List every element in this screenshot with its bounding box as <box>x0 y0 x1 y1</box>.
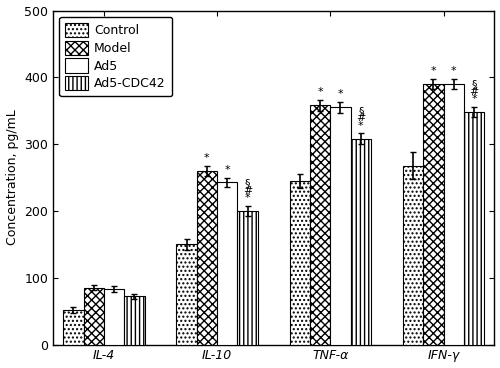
Text: *: * <box>338 89 344 99</box>
Bar <box>403 166 423 344</box>
Bar <box>104 289 124 344</box>
Text: *: * <box>318 88 323 98</box>
Text: *: * <box>245 193 250 203</box>
Bar <box>217 182 238 344</box>
Text: *: * <box>472 94 477 104</box>
Legend: Control, Model, Ad5, Ad5-CDC42: Control, Model, Ad5, Ad5-CDC42 <box>59 17 172 96</box>
Bar <box>464 112 484 344</box>
Text: #: # <box>470 87 479 97</box>
Text: *: * <box>224 165 230 175</box>
Y-axis label: Concentration, pg/mL: Concentration, pg/mL <box>6 110 18 245</box>
Bar <box>423 84 444 344</box>
Text: §: § <box>358 106 364 116</box>
Bar <box>330 107 350 344</box>
Bar <box>84 288 104 344</box>
Bar <box>238 211 258 344</box>
Text: *: * <box>358 121 364 131</box>
Text: §: § <box>245 178 250 188</box>
Bar <box>290 181 310 344</box>
Bar <box>350 139 371 344</box>
Bar <box>63 310 84 344</box>
Text: #: # <box>356 113 366 123</box>
Bar <box>444 84 464 344</box>
Bar <box>176 244 197 344</box>
Text: §: § <box>472 79 477 89</box>
Text: *: * <box>430 66 436 76</box>
Text: *: * <box>204 153 210 163</box>
Text: *: * <box>451 66 456 76</box>
Bar <box>310 105 330 344</box>
Text: #: # <box>243 185 252 196</box>
Bar <box>196 171 217 344</box>
Bar <box>124 297 144 344</box>
